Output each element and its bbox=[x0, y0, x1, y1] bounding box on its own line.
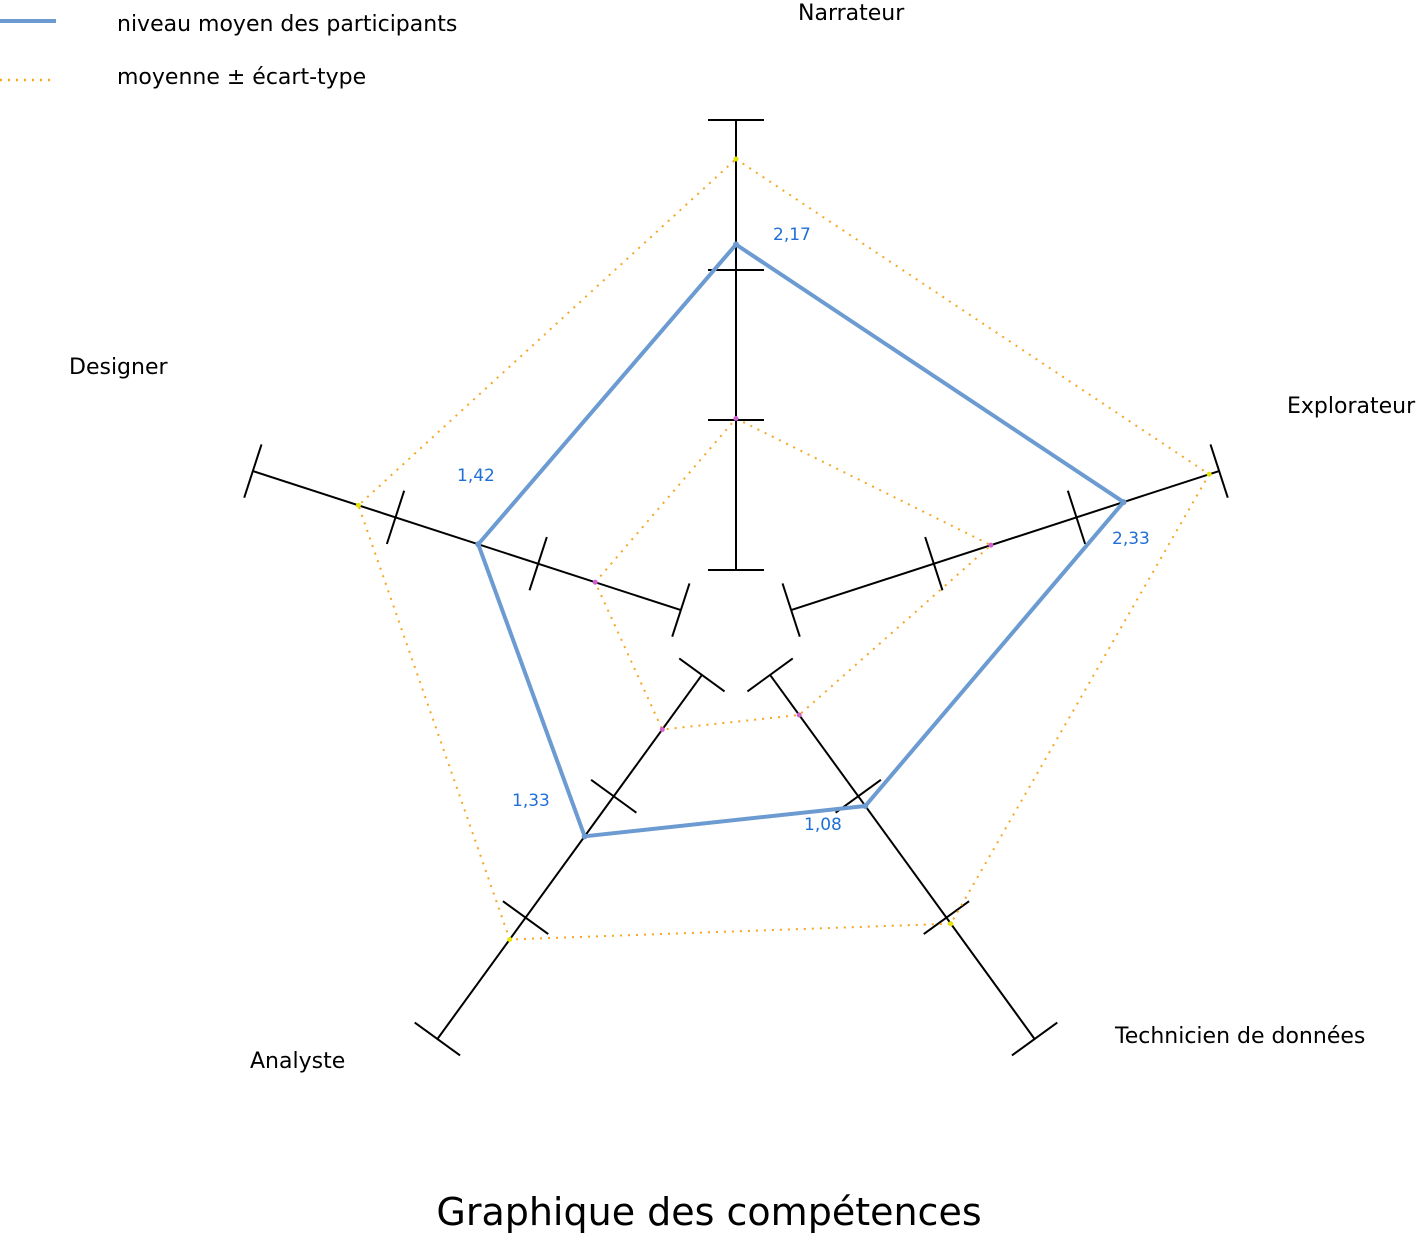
axis-tick-explorateur-0 bbox=[781, 583, 801, 638]
std-lower-point bbox=[592, 579, 598, 585]
axis-tick-explorateur-2 bbox=[1066, 490, 1087, 545]
value-label-explorateur: 2,33 bbox=[1112, 529, 1150, 549]
mean-point bbox=[1120, 499, 1127, 506]
axis-tick-designer-0 bbox=[671, 583, 691, 638]
axis-label-explorateur: Explorateur bbox=[1287, 394, 1416, 419]
std-upper-point bbox=[1206, 471, 1212, 477]
axis-tick-designer-2 bbox=[385, 490, 406, 545]
mean-point bbox=[475, 541, 482, 548]
axis-tick-technicien-0 bbox=[746, 657, 794, 693]
axis-label-technicien: Technicien de données bbox=[1114, 1024, 1365, 1049]
std-lower-point bbox=[659, 727, 665, 733]
std-upper-point bbox=[507, 936, 513, 942]
axis-tick-technicien-3 bbox=[1011, 1021, 1058, 1057]
axis-line-technicien bbox=[769, 674, 1036, 1040]
legend: niveau moyen des participants moyenne ± … bbox=[0, 12, 457, 90]
value-label-narrateur: 2,17 bbox=[773, 225, 811, 245]
mean-point bbox=[862, 802, 869, 809]
axis-line-explorateur bbox=[790, 470, 1220, 612]
std-upper-point bbox=[948, 921, 954, 927]
mean-point bbox=[733, 241, 739, 248]
std-upper-polygon bbox=[357, 157, 1211, 941]
axis-label-designer: Designer bbox=[69, 355, 168, 380]
axis-labels: Narrateur Explorateur Technicien de donn… bbox=[69, 1, 1416, 1074]
std-lower-point bbox=[796, 712, 802, 718]
std-lower-point bbox=[733, 416, 739, 421]
axis-line-designer bbox=[252, 470, 682, 612]
std-lower-point bbox=[988, 542, 994, 548]
axis-tick-designer-1 bbox=[528, 536, 548, 591]
axis-tick-designer-3 bbox=[243, 444, 263, 498]
axis-line-analyste bbox=[436, 674, 703, 1040]
mean-point bbox=[581, 833, 588, 840]
mean-polygon bbox=[476, 242, 1126, 839]
axis-tick-analyste-3 bbox=[414, 1021, 461, 1057]
std-upper-point bbox=[733, 156, 739, 162]
chart-title: Graphique des compétences bbox=[436, 1190, 981, 1234]
axis-tick-analyste-0 bbox=[678, 657, 726, 693]
axis-tick-explorateur-3 bbox=[1209, 444, 1229, 498]
radar-axes bbox=[243, 119, 1229, 1057]
axis-tick-explorateur-1 bbox=[924, 536, 944, 591]
axis-tick-analyste-1 bbox=[590, 779, 637, 814]
value-label-analyste: 1,33 bbox=[512, 791, 550, 811]
std-upper-point bbox=[355, 502, 361, 508]
mean-series bbox=[475, 241, 1127, 840]
axis-tick-analyste-2 bbox=[502, 900, 549, 935]
std-lower-polygon bbox=[594, 417, 993, 731]
axis-label-narrateur: Narrateur bbox=[798, 1, 905, 26]
value-labels: 2,17 2,33 1,08 1,33 1,42 bbox=[457, 225, 1150, 835]
std-band bbox=[355, 156, 1212, 942]
axis-tick-technicien-2 bbox=[923, 900, 970, 935]
value-label-technicien: 1,08 bbox=[804, 815, 842, 835]
legend-mean-label: niveau moyen des participants bbox=[117, 12, 457, 37]
value-label-designer: 1,42 bbox=[457, 466, 495, 486]
axis-label-analyste: Analyste bbox=[250, 1049, 345, 1074]
legend-std-label: moyenne ± écart-type bbox=[117, 65, 366, 90]
